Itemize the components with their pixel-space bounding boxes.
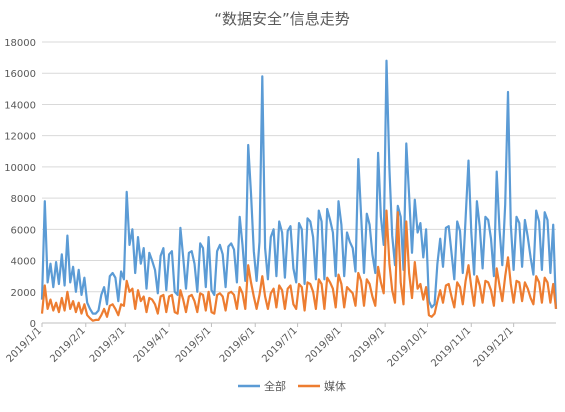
y-tick-label: 6000: [11, 225, 36, 236]
y-tick-label: 18000: [4, 38, 36, 49]
y-tick-label: 2000: [11, 288, 36, 299]
y-tick-label: 14000: [4, 100, 36, 111]
y-axis-tick-labels: 0 2000 4000 6000 8000 10000 12000 14000 16000 180…: [4, 38, 36, 330]
series-lines: [40, 59, 558, 322]
legend-label: 全部: [264, 379, 286, 393]
legend: 全部 媒体: [238, 379, 346, 393]
y-tick-label: 12000: [4, 132, 36, 143]
y-tick-label: 4000: [11, 257, 36, 268]
y-tick-label: 10000: [4, 163, 36, 174]
legend-label: 媒体: [324, 379, 346, 393]
series-line-all: [40, 59, 558, 315]
series-line-media: [40, 209, 558, 322]
y-tick-label: 0: [30, 319, 36, 330]
y-tick-label: 8000: [11, 194, 36, 205]
y-tick-label: 16000: [4, 69, 36, 80]
chart-title: “数据安全”信息走势: [214, 10, 350, 28]
